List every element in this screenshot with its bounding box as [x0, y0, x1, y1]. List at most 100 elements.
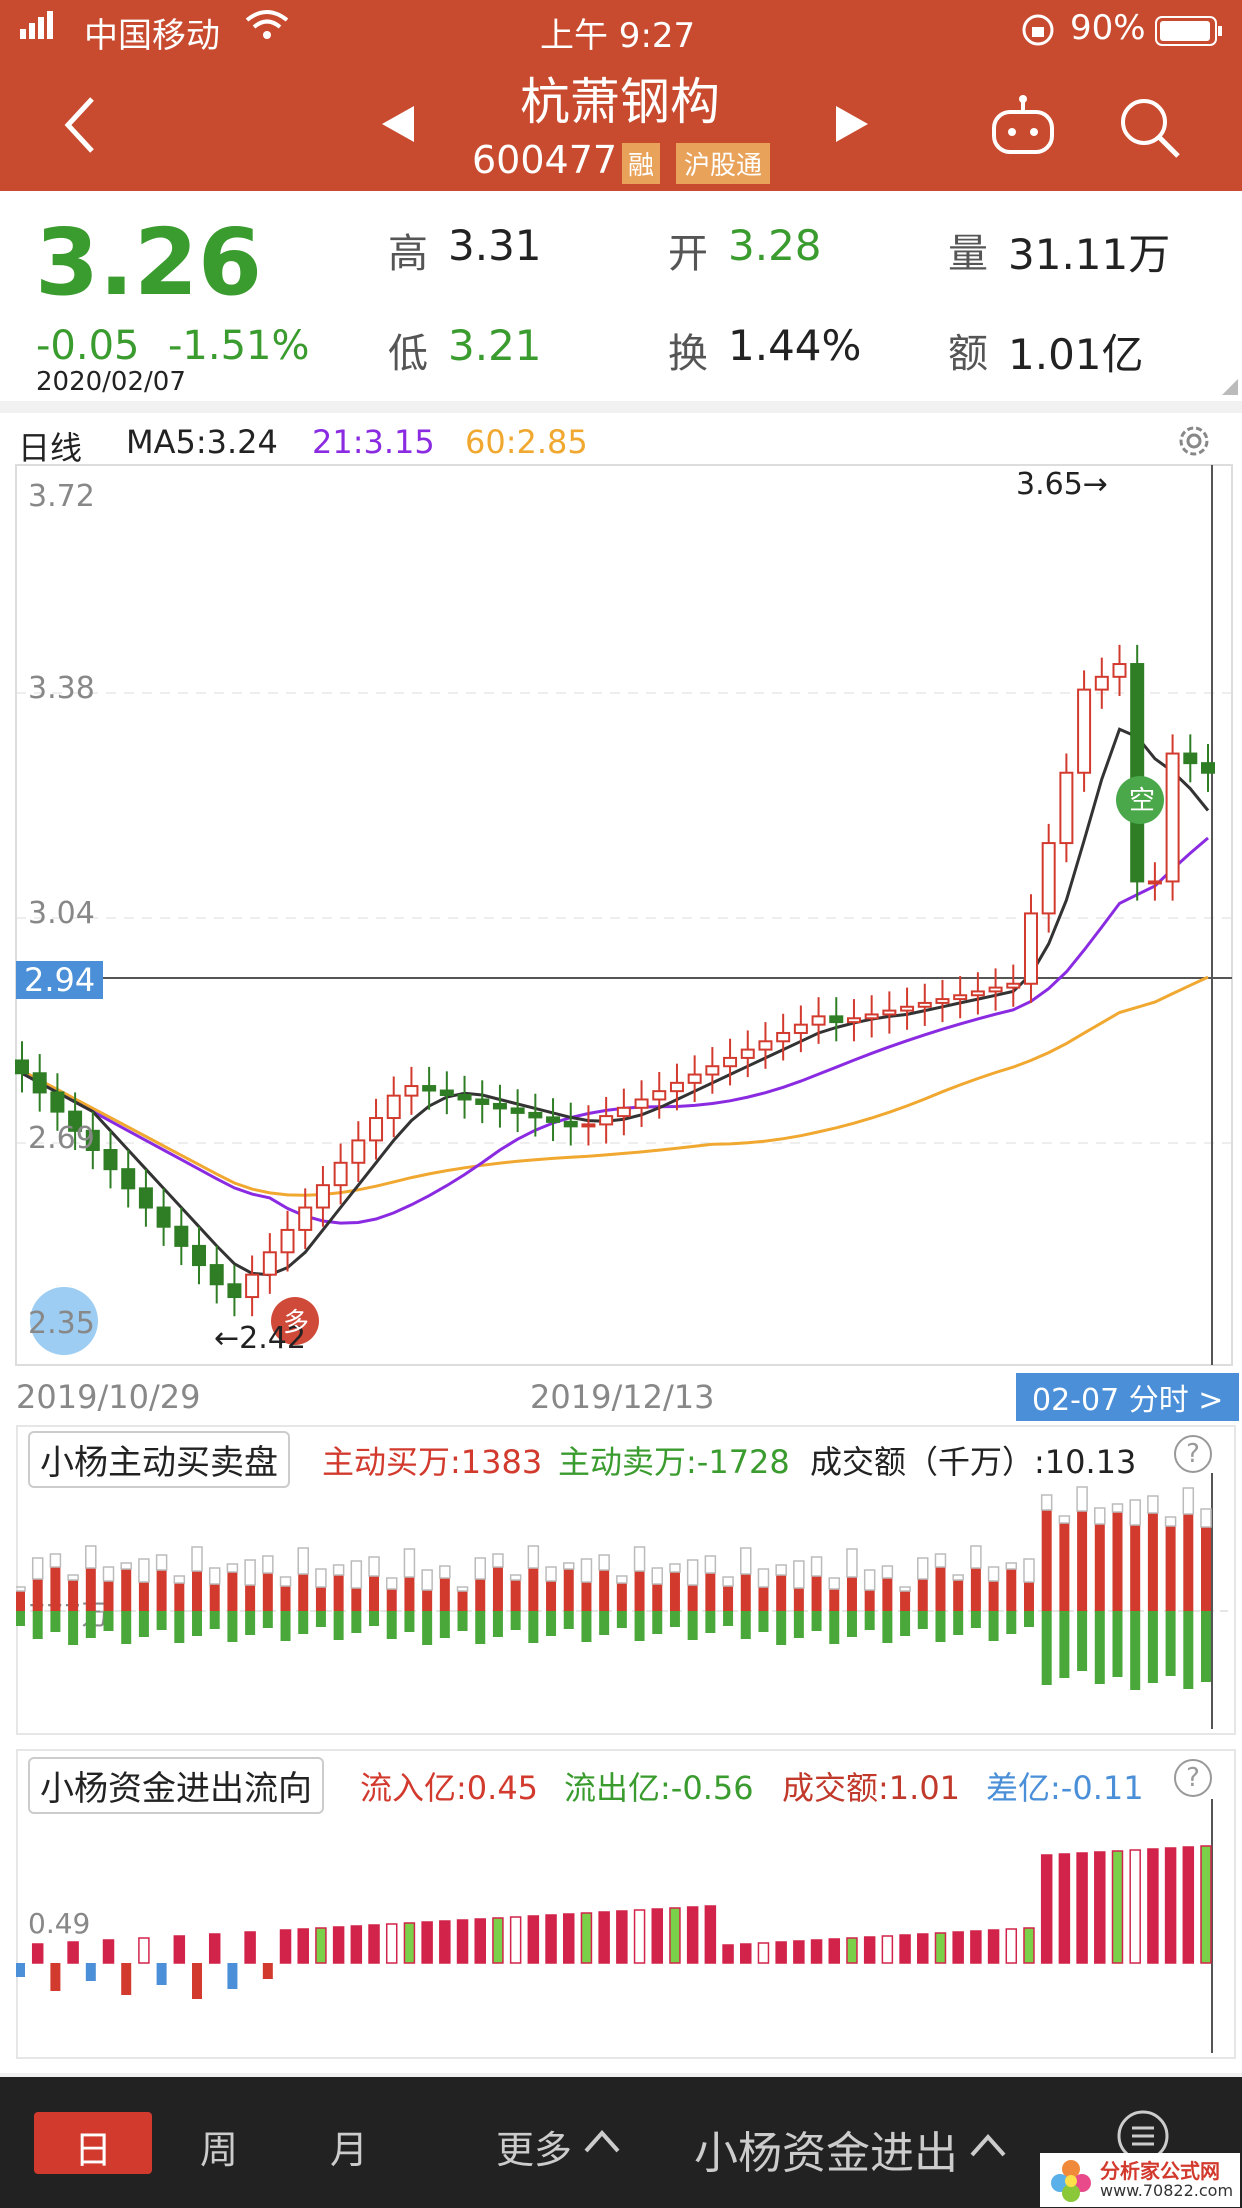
ind2-bar [1023, 1927, 1035, 1964]
ind2-bar [16, 1963, 25, 1977]
candle [138, 1169, 153, 1227]
ind1-bar [297, 1547, 309, 1634]
ind1-bar [492, 1553, 504, 1637]
ind2-diff: 差亿:-0.11 [986, 1769, 1144, 1807]
candle [192, 1226, 207, 1285]
status-time: 上午 9:27 [540, 16, 696, 56]
search-icon[interactable] [1118, 96, 1182, 164]
back-icon[interactable] [60, 95, 100, 159]
ind1-bar [85, 1545, 97, 1638]
candle [174, 1207, 189, 1266]
ind1-bar [120, 1562, 132, 1644]
candle [1059, 753, 1074, 863]
chevron-up-icon[interactable] [584, 2129, 620, 2157]
ind2-bar [881, 1935, 894, 1964]
ind1-bar [226, 1563, 239, 1642]
ind2-panel [16, 1749, 1236, 2059]
ma5-line [21, 727, 1210, 1277]
ind2-bar [509, 1916, 522, 1964]
ind2-bar [704, 1905, 717, 1964]
sell-marker-label: 空 [1129, 786, 1156, 816]
ind1-bar [633, 1546, 646, 1641]
ind2-bar [651, 1908, 664, 1964]
candle [475, 1080, 490, 1124]
ind1-bar [722, 1576, 734, 1626]
ind1-bar [598, 1554, 610, 1635]
ind1-bar [1129, 1499, 1141, 1690]
candle [404, 1066, 419, 1115]
ind1-bar [1023, 1558, 1035, 1627]
ind1-bar [1058, 1515, 1071, 1678]
tab-more[interactable]: 更多 [496, 2128, 573, 2172]
ind2-bar [810, 1939, 823, 1964]
tab-month[interactable]: 月 [330, 2128, 369, 2172]
expand-corner-icon[interactable] [1222, 379, 1238, 399]
candle [209, 1245, 224, 1304]
sell-marker [1116, 776, 1164, 824]
ma5-value: MA5:3.24 [126, 423, 278, 461]
watermark-url: www.70822.com [1100, 2181, 1234, 2200]
ind2-bar [527, 1915, 540, 1964]
prev-stock-icon[interactable] [380, 104, 416, 148]
next-stock-icon[interactable] [834, 104, 870, 148]
period-label[interactable]: 日线 [18, 429, 83, 467]
amount-value: 1.01亿 [1008, 330, 1144, 379]
y-tick-5: 2.35 [28, 1306, 95, 1341]
ind2-chart [16, 1799, 1213, 2053]
candle [103, 1130, 118, 1189]
candle [351, 1121, 366, 1182]
ind1-chart [16, 1473, 1232, 1729]
ind1-amount: 成交额（千万）:10.13 [810, 1443, 1137, 1481]
ind1-bar [1200, 1508, 1212, 1682]
minute-chart-button[interactable]: 02-07 分时 > [1016, 1373, 1240, 1421]
ind2-bar [138, 1937, 150, 1964]
ind2-bar [208, 1933, 221, 1964]
ind2-bar [368, 1924, 380, 1964]
tab-day[interactable] [34, 2112, 152, 2174]
low-label: 低 [388, 331, 428, 377]
candle [386, 1076, 401, 1138]
ind1-bar [385, 1577, 398, 1639]
candle [227, 1265, 242, 1317]
ind2-bar [669, 1907, 681, 1964]
candle [1183, 734, 1198, 783]
candle [262, 1233, 277, 1294]
chevron-up-icon-2[interactable] [970, 2133, 1006, 2161]
flower-logo-icon [1048, 2157, 1094, 2207]
candle [32, 1054, 47, 1112]
candle [298, 1188, 313, 1250]
turnover-value: 1.44% [728, 321, 862, 370]
ind2-bar [227, 1963, 238, 1989]
ind2-bar [262, 1963, 273, 1979]
ind1-bar [244, 1559, 256, 1635]
amount-label: 额 [948, 331, 988, 377]
tab-day-label[interactable]: 日 [74, 2128, 113, 2172]
indicator-selector[interactable]: 小杨资金进出 [694, 2128, 958, 2179]
ind2-bar [1040, 1854, 1053, 1964]
robot-icon[interactable] [990, 94, 1056, 160]
ind2-name[interactable]: 小杨资金进出流向 [28, 1757, 324, 1814]
ind2-bar [952, 1931, 964, 1964]
ind1-name[interactable]: 小杨主动买卖盘 [28, 1431, 290, 1488]
kline-chart[interactable] [0, 463, 1242, 1373]
ind2-bar [917, 1933, 929, 1964]
settings-icon[interactable] [1174, 421, 1214, 465]
candle [616, 1088, 631, 1136]
ind1-bar [651, 1567, 664, 1634]
ind1-bar [899, 1586, 911, 1636]
watermark-title: 分析家公式网 [1100, 2159, 1220, 2183]
ind1-buy: 主动买万:1383 [322, 1443, 543, 1481]
ind1-bar [1111, 1503, 1124, 1677]
ind2-help-icon[interactable]: ? [1174, 1759, 1212, 1797]
tab-week[interactable]: 周 [200, 2128, 239, 2172]
ind2-bar [156, 1963, 167, 1985]
ind2-bar [1164, 1847, 1177, 1964]
ind1-bar [881, 1565, 894, 1643]
ind2-bar [121, 1963, 132, 1995]
y-tick-2: 3.38 [28, 671, 95, 706]
ind1-bar [952, 1574, 964, 1635]
ind1-help-icon[interactable]: ? [1174, 1435, 1212, 1473]
candle [1094, 657, 1109, 709]
ind2-bar [1182, 1846, 1195, 1964]
ind1-bar [793, 1560, 805, 1638]
